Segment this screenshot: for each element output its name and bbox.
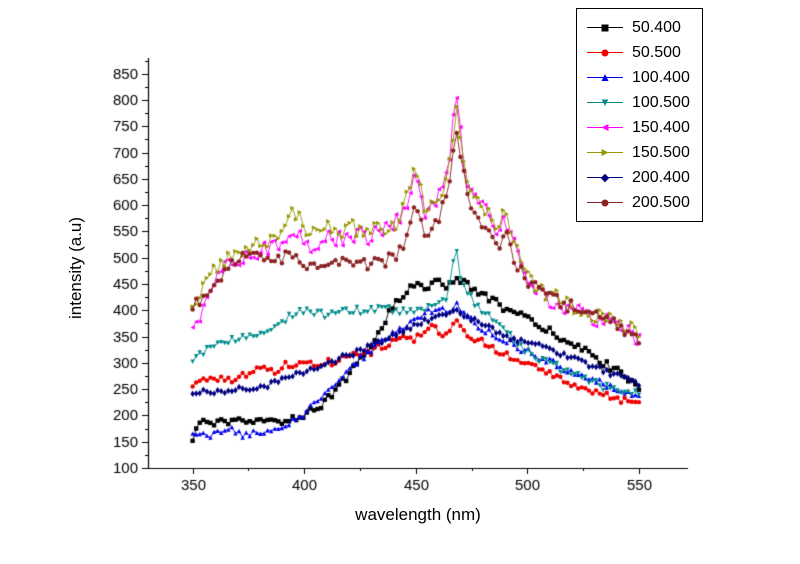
legend-label: 100.400 bbox=[632, 68, 690, 86]
legend-marker-50-400 bbox=[587, 23, 623, 32]
legend-marker-200-500 bbox=[587, 198, 623, 207]
legend-marker-150-400 bbox=[587, 123, 623, 132]
legend-label: 100.500 bbox=[632, 93, 690, 111]
legend-item-50-400: 50.400 bbox=[587, 18, 690, 37]
x-axis-title: wavelength (nm) bbox=[355, 505, 481, 524]
legend-label: 150.400 bbox=[632, 118, 690, 136]
legend-label: 50.400 bbox=[632, 18, 681, 36]
legend-item-150-500: 150.500 bbox=[587, 143, 690, 162]
legend-item-200-400: 200.400 bbox=[587, 168, 690, 187]
legend: 50.400 50.500 100.400 100.500 150.400 15… bbox=[576, 8, 703, 222]
legend-marker-200-400 bbox=[587, 173, 623, 182]
y-axis-title: intensity (a.u) bbox=[66, 216, 85, 320]
legend-item-200-500: 200.500 bbox=[587, 193, 690, 212]
legend-label: 200.400 bbox=[632, 168, 690, 186]
legend-marker-50-500 bbox=[587, 48, 623, 57]
legend-label: 150.500 bbox=[632, 143, 690, 161]
legend-item-50-500: 50.500 bbox=[587, 43, 690, 62]
legend-item-100-500: 100.500 bbox=[587, 93, 690, 112]
legend-item-150-400: 150.400 bbox=[587, 118, 690, 137]
legend-marker-150-500 bbox=[587, 148, 623, 157]
legend-item-100-400: 100.400 bbox=[587, 68, 690, 87]
legend-marker-100-400 bbox=[587, 73, 623, 82]
legend-label: 50.500 bbox=[632, 43, 681, 61]
legend-marker-100-500 bbox=[587, 98, 623, 107]
legend-label: 200.500 bbox=[632, 193, 690, 211]
